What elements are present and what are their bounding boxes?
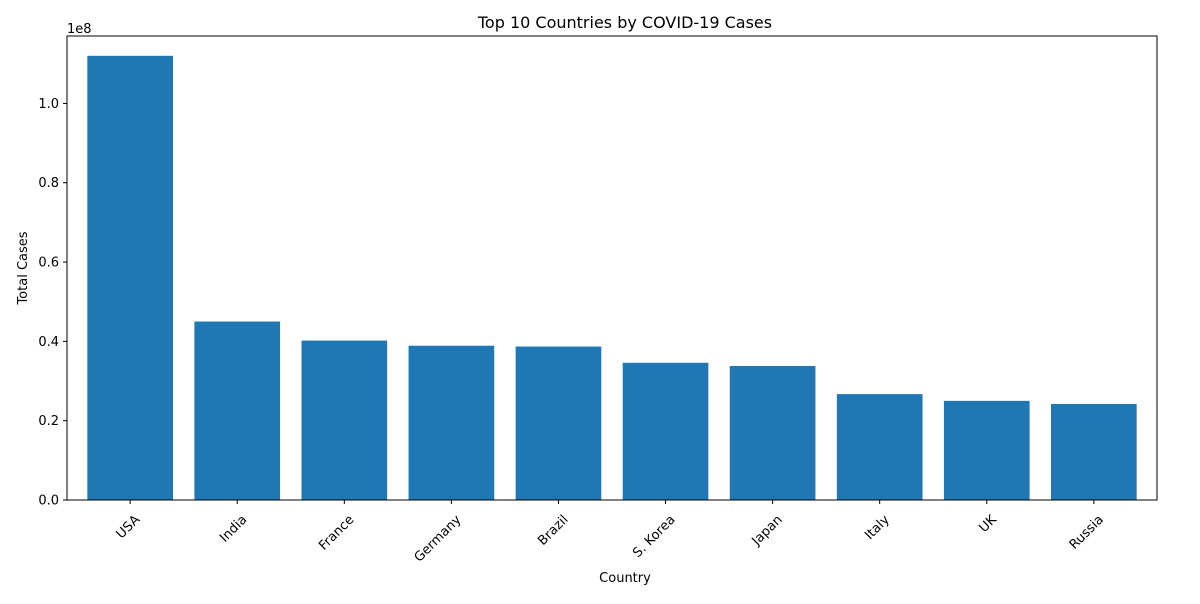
y-axis: 0.0 0.2 0.4 0.6 0.8 1.0	[38, 97, 67, 509]
y-tick-label: 0.0	[38, 494, 59, 509]
y-tick-label: 0.4	[38, 335, 59, 350]
x-tick-label: Germany	[412, 512, 465, 565]
chart-title: Top 10 Countries by COVID-19 Cases	[477, 13, 772, 32]
x-axis: USA India France Germany Brazil S. Korea Japan…	[114, 500, 1107, 565]
y-axis-label: Total Cases	[16, 231, 31, 305]
bars-layer	[87, 55, 1137, 500]
bar-italy	[836, 394, 923, 500]
bar-uk	[943, 400, 1030, 500]
bar-germany	[408, 345, 495, 500]
x-tick-label: Brazil	[535, 512, 571, 548]
x-tick-label: France	[316, 512, 357, 553]
x-axis-label: Country	[599, 571, 651, 586]
bar-france	[301, 340, 388, 500]
y-tick-label: 0.6	[38, 256, 59, 271]
x-tick-label: Italy	[862, 512, 893, 543]
bar-russia	[1050, 404, 1137, 500]
y-tick-label: 0.2	[38, 414, 59, 429]
bar-brazil	[515, 346, 602, 500]
plot-frame	[66, 35, 1158, 501]
bar-india	[194, 321, 281, 500]
x-tick-label: Japan	[749, 512, 786, 549]
bar-usa	[87, 55, 174, 500]
x-tick-label: USA	[114, 512, 144, 542]
bar-s-korea	[622, 362, 709, 500]
x-tick-label: India	[217, 512, 250, 545]
x-tick-label: S. Korea	[630, 512, 678, 560]
x-tick-label: Russia	[1067, 512, 1107, 552]
bar-japan	[729, 365, 816, 500]
y-offset-label: 1e8	[67, 22, 92, 37]
y-tick-label: 1.0	[38, 97, 59, 112]
x-tick-label: UK	[976, 512, 1000, 536]
y-tick-label: 0.8	[38, 176, 59, 191]
